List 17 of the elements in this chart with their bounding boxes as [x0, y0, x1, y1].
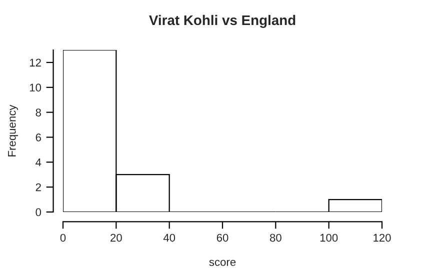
x-tick-label: 120 — [374, 234, 391, 242]
y-tick-label: 4 — [36, 158, 42, 166]
y-axis-title: Frequency — [8, 104, 18, 156]
y-tick-label: 2 — [36, 183, 41, 192]
y-tick-label: 10 — [30, 84, 42, 92]
y-tick-label: 0 — [36, 208, 42, 216]
x-tick-label: 100 — [320, 234, 338, 242]
x-tick-label: 40 — [163, 234, 176, 242]
x-axis-title: score — [209, 260, 236, 266]
x-tick-label: 60 — [216, 234, 228, 242]
y-tick-label: 6 — [36, 134, 41, 142]
y-tick-label: 12 — [30, 58, 41, 66]
x-tick-label: 80 — [270, 234, 282, 242]
y-tick-label: 8 — [36, 108, 41, 116]
chart-title: Virat Kohli vs England — [149, 14, 296, 28]
x-tick-label: 0 — [60, 234, 66, 242]
x-tick-label: 20 — [110, 234, 122, 242]
